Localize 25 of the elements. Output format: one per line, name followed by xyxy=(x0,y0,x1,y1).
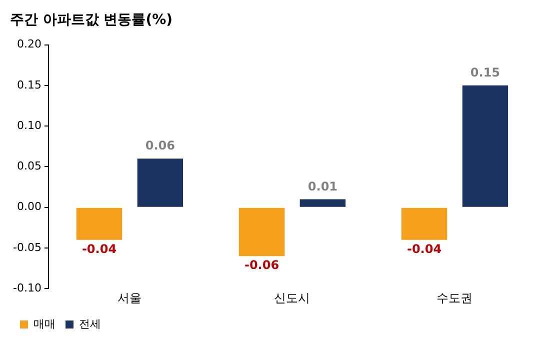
bar xyxy=(137,158,184,207)
y-tick-label: -0.05 xyxy=(12,240,42,254)
chart-title: 주간 아파트값 변동률(%) xyxy=(10,12,173,28)
y-tick-label: 0.15 xyxy=(16,78,42,92)
y-tick-label: 0.05 xyxy=(16,160,42,173)
data-label: -0.06 xyxy=(244,258,280,272)
x-tick-label: 수도권 xyxy=(436,290,473,305)
bar xyxy=(76,208,122,240)
x-tick-label: 신도시 xyxy=(274,290,310,305)
y-tick-label: 0.10 xyxy=(16,118,42,132)
bar xyxy=(401,208,448,240)
bar xyxy=(462,85,508,207)
y-tick-label: -0.10 xyxy=(12,281,42,294)
legend-label: 매매 xyxy=(34,317,56,330)
data-label: -0.04 xyxy=(406,242,442,256)
data-label: 0.06 xyxy=(145,138,175,153)
bar xyxy=(300,199,346,207)
data-label: 0.01 xyxy=(308,179,338,194)
bar xyxy=(238,208,285,256)
legend-label: 전세 xyxy=(79,317,101,330)
data-label: 0.15 xyxy=(470,66,500,80)
y-tick-label: 0.20 xyxy=(16,38,42,51)
y-tick-label: 0.00 xyxy=(16,200,42,214)
x-tick-label: 서울 xyxy=(118,290,142,305)
data-label: -0.04 xyxy=(82,242,117,256)
